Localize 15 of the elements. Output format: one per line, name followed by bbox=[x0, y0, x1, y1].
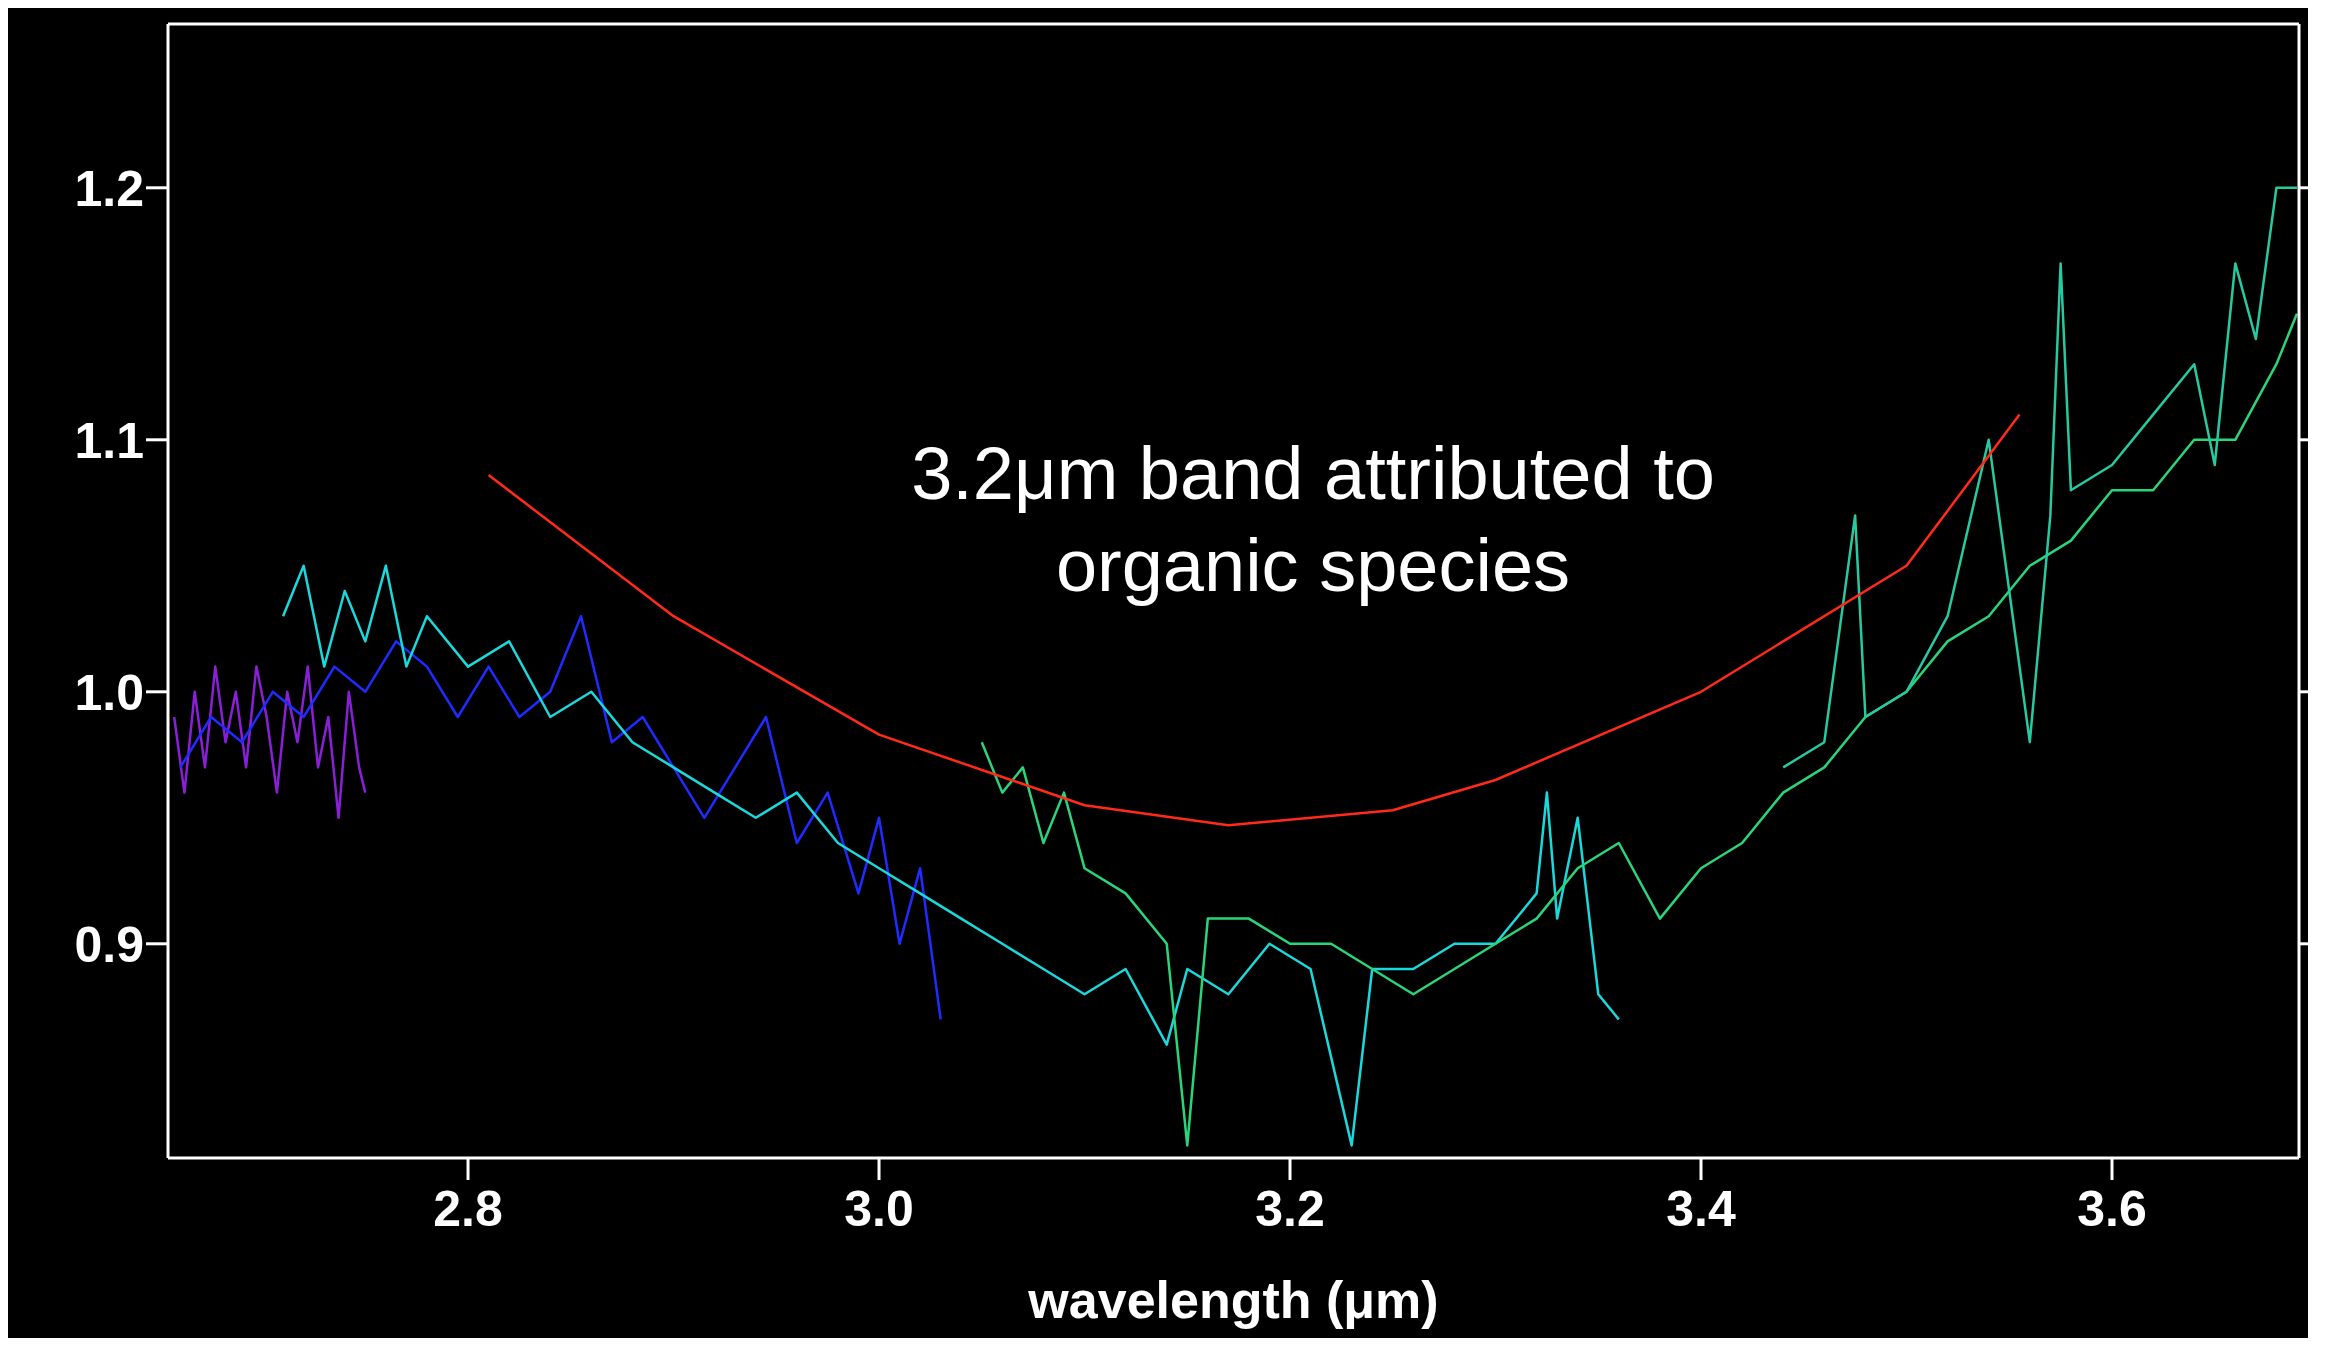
annotation: 3.2μm band attributed to organic species bbox=[910, 431, 1716, 609]
line-series bbox=[487, 413, 2021, 827]
line-series bbox=[179, 614, 942, 1021]
x-tick-label: 3.2 bbox=[1255, 1180, 1325, 1237]
x-axis-title: wavelength (μm) bbox=[1027, 1271, 1439, 1329]
line-series bbox=[1781, 186, 2299, 769]
y-tick-label: 1.2 bbox=[74, 160, 144, 217]
x-tick-label: 3.6 bbox=[2077, 1180, 2147, 1237]
x-tick-label: 3.4 bbox=[1666, 1180, 1736, 1237]
x-tick-label: 3.0 bbox=[844, 1180, 914, 1237]
y-tick-label: 0.9 bbox=[74, 916, 144, 973]
x-tick-label: 2.8 bbox=[433, 1180, 503, 1237]
y-tick-label: 1.0 bbox=[74, 664, 144, 721]
line-series bbox=[172, 665, 367, 820]
y-tick-label: 1.1 bbox=[74, 412, 144, 469]
